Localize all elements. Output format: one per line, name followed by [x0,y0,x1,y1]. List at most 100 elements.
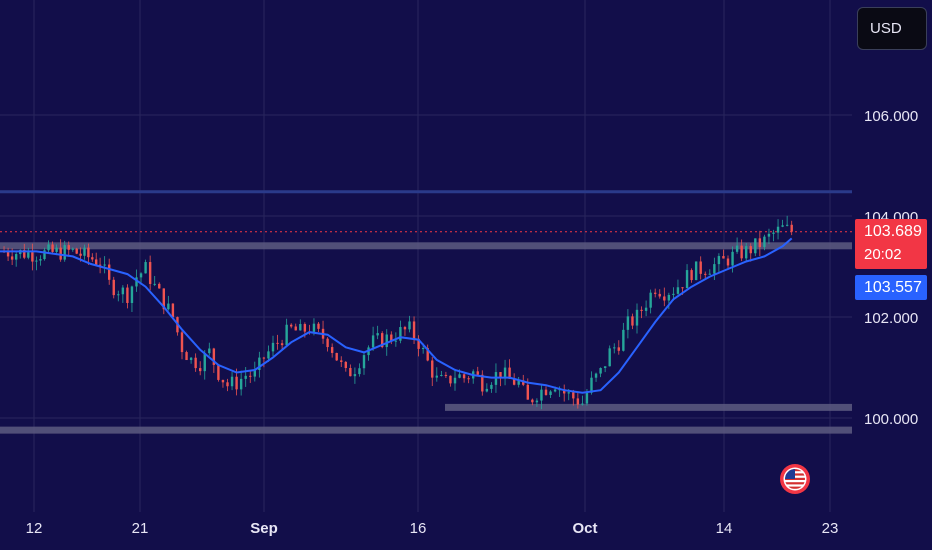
candle-up [594,373,598,378]
candle-down [112,279,115,296]
candle-down [317,323,320,329]
price-tick: 100.000 [864,411,918,428]
candle-down [508,367,511,379]
candle-down [476,371,479,375]
candle-up [39,259,42,261]
candle-down [79,253,82,256]
candle-down [235,376,238,390]
candle-down [290,324,293,327]
candle-up [299,324,302,331]
candle-down [221,379,225,383]
candle-up [517,380,520,385]
candle-down [726,258,730,266]
candle-down [249,375,252,377]
candle-up [408,321,411,330]
candle-down [158,283,161,289]
candle-up [71,248,74,250]
candle-down [75,248,78,254]
candle-up [285,324,288,346]
candle-down [126,287,129,303]
candle-up [27,252,30,258]
candle-down [330,347,334,353]
time-axis[interactable]: 12 21 Sep 16 Oct 14 23 [26,520,839,537]
candle-down [335,352,338,361]
candle-down [526,384,529,400]
candle-down [481,374,484,392]
candle-up [121,287,125,295]
candle-up [362,355,366,369]
candle-up [567,392,570,394]
candle-down [303,324,307,332]
candle-down [95,259,98,265]
support-zone [0,242,852,250]
candle-down [499,372,502,379]
candle-down [91,257,94,260]
candle-up [230,376,234,387]
candle-up [83,247,86,256]
candle-down [449,375,452,384]
candle-up [644,307,648,311]
candle-up [676,287,680,294]
time-tick: Sep [250,520,278,537]
candle-down [467,378,470,380]
candle-down [699,261,702,274]
candle-down [171,303,175,318]
candle-up [694,261,698,281]
candle-up [47,244,50,251]
candle-up [485,388,489,392]
candle-down [98,264,102,266]
candle-down [654,292,657,294]
candle-up [203,353,206,372]
candle-down [544,389,548,395]
candle-down [108,264,111,280]
candle-down [349,368,352,377]
candle-down [758,238,762,248]
candle-down [23,249,26,258]
candle-up [55,247,58,252]
moving-average-price-tag: 103.557 [855,275,927,300]
candle-up [43,250,46,260]
candle-up [239,378,243,390]
candle-down [226,382,229,387]
candle-down [576,398,580,405]
currency-button[interactable]: USD [857,7,927,50]
last-price-tag: 103.689 20:02 [855,219,927,269]
support-zone [445,403,852,411]
candle-up [708,273,711,275]
candle-up [785,224,789,226]
candle-up [208,348,211,354]
grid [0,0,852,512]
candle-down [59,247,62,260]
candle-up [312,323,316,332]
us-flag-icon[interactable] [779,463,811,495]
candle-up [772,232,775,234]
candle-down [6,251,10,257]
candle-down [426,348,429,361]
candle-up [253,369,256,377]
candle-down [749,246,752,254]
candle-up [626,316,630,330]
time-tick: Oct [572,520,597,537]
candle-up [376,333,379,336]
candle-down [512,378,516,385]
candle-up [144,262,147,274]
candle-down [444,374,448,376]
candle-down [462,374,466,379]
candle-up [731,251,734,266]
candle-up [672,293,675,295]
moving-average [0,237,793,394]
candle-up [713,264,716,274]
candle-down [640,309,643,311]
candle-up [540,389,543,401]
candle-down [663,296,666,301]
candle-up [767,233,771,237]
candle-down [162,288,165,310]
candle-up [613,347,616,349]
candle-up [440,374,443,376]
candle-down [294,326,297,331]
candle-up [717,256,721,265]
candle-up [635,309,639,326]
candle-up [385,334,388,348]
candle-up [608,348,611,367]
